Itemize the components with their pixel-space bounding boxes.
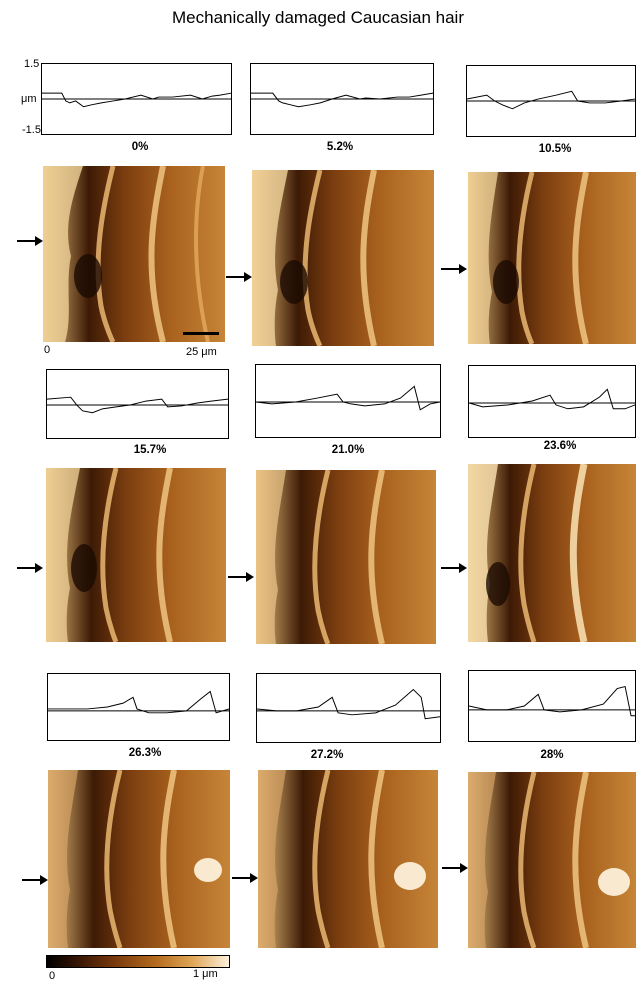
scale-bar bbox=[183, 332, 219, 335]
arrow-marker bbox=[228, 572, 254, 582]
afm-image-3 bbox=[46, 468, 226, 642]
afm-image-4 bbox=[256, 470, 436, 644]
profile-7 bbox=[256, 673, 441, 743]
profile-2 bbox=[466, 65, 636, 137]
strain-label-3: 15.7% bbox=[133, 444, 167, 456]
afm-image-8 bbox=[468, 772, 636, 948]
arrow-marker bbox=[232, 873, 258, 883]
afm-image-1 bbox=[252, 170, 434, 346]
y-axis-bottom-label: -1.5 bbox=[22, 124, 41, 136]
arrow-marker bbox=[441, 264, 467, 274]
image-scale-label: 25 μm bbox=[186, 346, 217, 358]
color-scale-min-label: 0 bbox=[49, 970, 56, 982]
y-axis-unit-label: μm bbox=[21, 93, 37, 105]
strain-label-1: 5.2% bbox=[326, 141, 354, 153]
strain-label-2: 10.5% bbox=[538, 143, 572, 155]
profile-4 bbox=[255, 364, 441, 438]
color-scale-max-label: 1 μm bbox=[193, 968, 218, 980]
figure-title: Mechanically damaged Caucasian hair bbox=[172, 8, 464, 27]
image-origin-label: 0 bbox=[44, 344, 51, 356]
profile-3 bbox=[46, 369, 229, 439]
strain-label-8: 28% bbox=[540, 749, 564, 761]
profile-6 bbox=[47, 673, 230, 741]
arrow-marker bbox=[17, 563, 43, 573]
profile-5 bbox=[468, 365, 636, 438]
strain-label-6: 26.3% bbox=[128, 747, 162, 759]
strain-label-4: 21.0% bbox=[331, 444, 365, 456]
arrow-marker bbox=[22, 875, 48, 885]
afm-image-0 bbox=[43, 166, 225, 342]
afm-image-6 bbox=[48, 770, 230, 948]
afm-image-2 bbox=[468, 172, 636, 344]
afm-image-5 bbox=[468, 464, 636, 642]
height-color-scale bbox=[46, 955, 230, 968]
strain-label-7: 27.2% bbox=[310, 749, 344, 761]
afm-image-7 bbox=[258, 770, 438, 948]
strain-label-5: 23.6% bbox=[543, 440, 577, 452]
y-axis-top-label: 1.5 bbox=[24, 58, 40, 70]
profile-0 bbox=[41, 63, 232, 135]
profile-8 bbox=[468, 670, 636, 742]
arrow-marker bbox=[226, 272, 252, 282]
profile-1 bbox=[250, 63, 434, 135]
arrow-marker bbox=[441, 563, 467, 573]
arrow-marker bbox=[17, 236, 43, 246]
arrow-marker bbox=[442, 863, 468, 873]
strain-label-0: 0% bbox=[131, 141, 149, 153]
